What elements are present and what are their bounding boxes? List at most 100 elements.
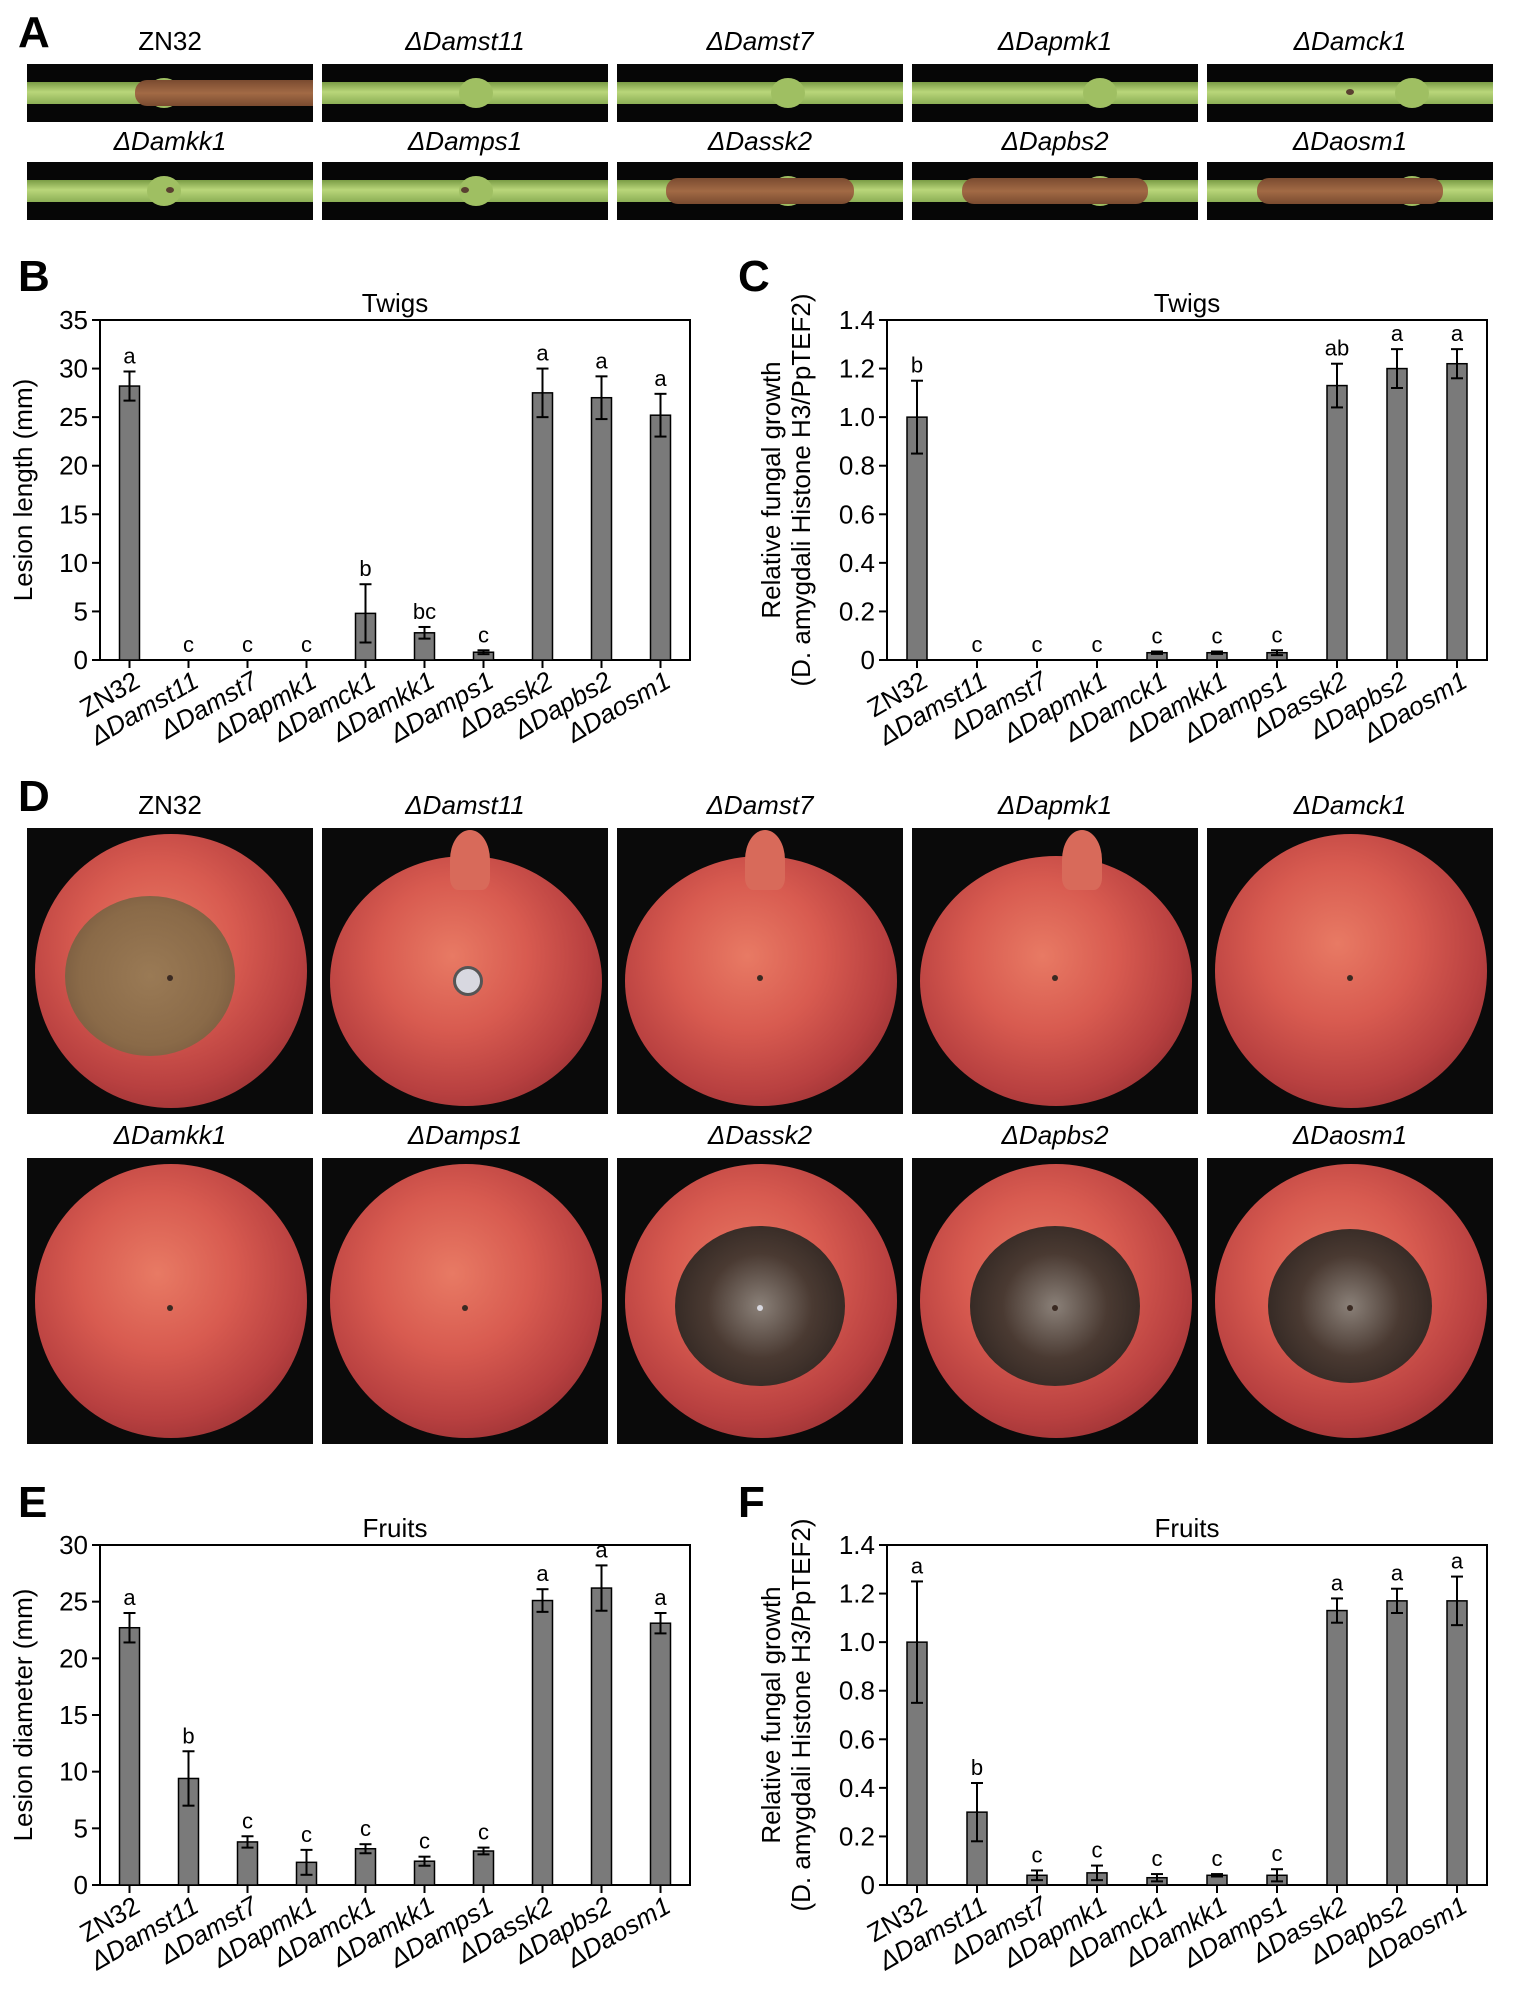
- bar: [472, 1850, 495, 1886]
- y-axis-label-secondary: (D. amygdali Histone H3/PpTEF2): [786, 1518, 816, 1911]
- y-tick-label: 25: [59, 402, 88, 432]
- y-axis-label: Lesion length (mm): [8, 379, 38, 602]
- significance-letter: a: [536, 1561, 549, 1586]
- significance-letter: c: [1032, 1842, 1043, 1867]
- photo-label-delta-damps1: ΔDamps1: [407, 126, 523, 156]
- plot-frame: [886, 1544, 1488, 1886]
- significance-letter: c: [1272, 622, 1283, 647]
- photo-label-delta-damkk1: ΔDamkk1: [113, 1120, 227, 1150]
- significance-letter: a: [595, 1537, 608, 1562]
- significance-letter: b: [359, 556, 371, 581]
- significance-letter: c: [301, 1822, 312, 1847]
- significance-letter: c: [972, 632, 983, 657]
- y-tick-label: 1.4: [839, 305, 875, 335]
- chart-title: Fruits: [1155, 1513, 1220, 1543]
- significance-letter: a: [911, 1553, 924, 1578]
- photo-label-delta-dassk2: ΔDassk2: [707, 1120, 813, 1150]
- significance-letter: c: [1092, 1838, 1103, 1863]
- significance-letter: a: [1451, 321, 1464, 346]
- y-tick-label: 15: [59, 499, 88, 529]
- significance-letter: c: [242, 632, 253, 657]
- twig-photo-delta-dapbs2: [912, 162, 1198, 220]
- y-tick-label: 0.2: [839, 1821, 875, 1851]
- photo-label-delta-damps1: ΔDamps1: [407, 1120, 523, 1150]
- twig-photo-delta-dapmk1: [912, 64, 1198, 122]
- significance-letter: bc: [413, 599, 436, 624]
- y-tick-label: 0.2: [839, 596, 875, 626]
- bar: [531, 1599, 554, 1886]
- twig-photo-delta-damst7: [617, 64, 903, 122]
- fruit-photo-delta-daosm1: [1207, 1158, 1493, 1444]
- photo-label-delta-dassk2: ΔDassk2: [707, 126, 813, 156]
- significance-letter: c: [360, 1816, 371, 1841]
- photo-label-delta-damst11: ΔDamst11: [405, 26, 525, 56]
- panel-letter-a: A: [18, 8, 50, 57]
- bar: [590, 1587, 613, 1886]
- bar: [1446, 1600, 1468, 1886]
- bar: [118, 1626, 141, 1886]
- significance-letter: a: [595, 348, 608, 373]
- significance-letter: c: [478, 1820, 489, 1845]
- significance-letter: a: [536, 341, 549, 366]
- y-tick-label: 1.2: [839, 354, 875, 384]
- y-tick-label: 0.8: [839, 451, 875, 481]
- panel-letter-b: B: [18, 252, 50, 301]
- y-tick-label: 1.0: [839, 1627, 875, 1657]
- photo-label-delta-dapbs2: ΔDapbs2: [1001, 126, 1109, 156]
- fruit-photo-delta-dassk2: [617, 1158, 903, 1444]
- twig-photo-delta-daosm1: [1207, 162, 1493, 220]
- y-tick-label: 0.4: [839, 548, 875, 578]
- twig-photo-delta-damkk1: [27, 162, 313, 220]
- y-axis-label: Relative fungal growth: [756, 1586, 786, 1843]
- bar: [649, 1622, 672, 1886]
- y-tick-label: 0.4: [839, 1773, 875, 1803]
- significance-letter: a: [123, 1585, 136, 1610]
- photo-label-delta-damkk1: ΔDamkk1: [113, 126, 227, 156]
- photo-label-delta-dapbs2: ΔDapbs2: [1001, 1120, 1109, 1150]
- y-tick-label: 0.6: [839, 499, 875, 529]
- bar: [531, 392, 554, 661]
- chart-title: Fruits: [363, 1513, 428, 1543]
- panel-letter-e: E: [18, 1478, 48, 1527]
- y-tick-label: 0.6: [839, 1724, 875, 1754]
- significance-letter: ab: [1325, 336, 1349, 361]
- significance-letter: b: [182, 1723, 194, 1748]
- bar: [1386, 1600, 1408, 1886]
- fruit-photo-delta-damst7: [617, 828, 903, 1114]
- y-tick-label: 25: [59, 1587, 88, 1617]
- panel-letter-c: C: [738, 252, 770, 301]
- bar: [649, 414, 672, 661]
- y-tick-label: 10: [59, 548, 88, 578]
- photo-label-zn32: ZN32: [138, 790, 202, 820]
- y-tick-label: 10: [59, 1757, 88, 1787]
- y-tick-label: 30: [59, 354, 88, 384]
- significance-letter: c: [1212, 624, 1223, 649]
- significance-letter: c: [242, 1808, 253, 1833]
- photo-label-delta-dapmk1: ΔDapmk1: [997, 790, 1113, 820]
- y-tick-label: 0: [861, 645, 875, 675]
- fruit-photo-delta-damps1: [322, 1158, 608, 1444]
- y-tick-label: 0: [74, 1870, 88, 1900]
- significance-letter: a: [654, 366, 667, 391]
- twig-photo-zn32: [27, 64, 313, 122]
- photo-label-delta-dapmk1: ΔDapmk1: [997, 26, 1113, 56]
- significance-letter: c: [478, 622, 489, 647]
- y-tick-label: 20: [59, 451, 88, 481]
- y-tick-label: 0: [861, 1870, 875, 1900]
- panel-letter-d: D: [18, 772, 50, 821]
- significance-letter: c: [1032, 632, 1043, 657]
- y-tick-label: 30: [59, 1530, 88, 1560]
- y-axis-label-secondary: (D. amygdali Histone H3/PpTEF2): [786, 293, 816, 686]
- fruit-photo-delta-damst11: [322, 828, 608, 1114]
- photo-label-delta-damst11: ΔDamst11: [405, 790, 525, 820]
- twig-photo-delta-damps1: [322, 162, 608, 220]
- fruit-photo-delta-dapbs2: [912, 1158, 1198, 1444]
- y-tick-label: 1.0: [839, 402, 875, 432]
- significance-letter: c: [1152, 1846, 1163, 1871]
- y-tick-label: 1.4: [839, 1530, 875, 1560]
- photo-label-zn32: ZN32: [138, 26, 202, 56]
- y-tick-label: 1.2: [839, 1579, 875, 1609]
- chart-title: Twigs: [1154, 288, 1220, 318]
- significance-letter: a: [1391, 321, 1404, 346]
